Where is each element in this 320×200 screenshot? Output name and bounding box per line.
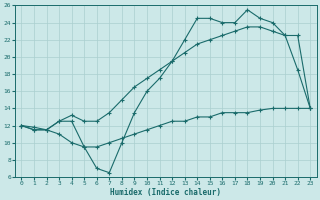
X-axis label: Humidex (Indice chaleur): Humidex (Indice chaleur) [110,188,221,197]
